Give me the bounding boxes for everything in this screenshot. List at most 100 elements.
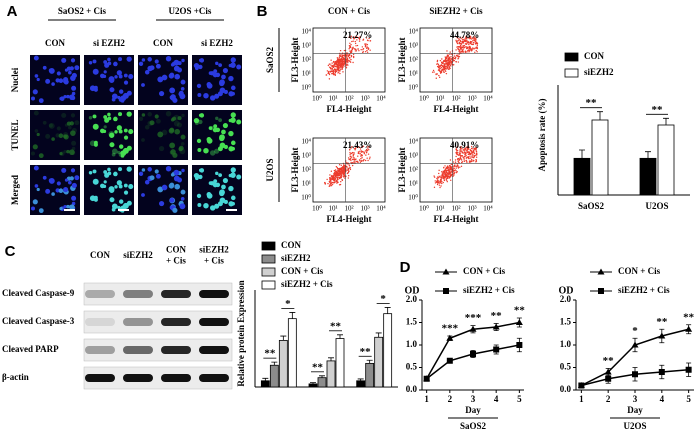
cell (109, 132, 115, 138)
y-axis-label: Apoptosis rate (%) (537, 99, 547, 172)
event-dot (332, 64, 334, 67)
x-tick-label: 1 (424, 394, 429, 404)
y-tick-label: 10⁰ (408, 194, 418, 202)
significance: ** (603, 355, 615, 367)
band (123, 346, 153, 354)
cell (69, 149, 75, 156)
cell (154, 114, 159, 119)
event-dot (366, 49, 368, 52)
event-dot (350, 55, 353, 58)
event-dot (469, 38, 471, 40)
event-dot (343, 172, 346, 174)
y-tick-label: 10⁰ (301, 194, 311, 202)
cell (203, 92, 209, 99)
cell (126, 90, 132, 96)
bar (269, 364, 279, 388)
event-dot (330, 184, 333, 187)
event-dot (352, 61, 354, 64)
event-dot (463, 44, 466, 47)
legend-label: siEZH2 (281, 253, 311, 263)
event-dot (351, 47, 353, 49)
event-dot (446, 167, 448, 170)
event-dot (354, 50, 357, 52)
event-dot (443, 63, 445, 65)
cell (199, 168, 205, 173)
cell (71, 195, 77, 201)
event-dot (444, 177, 446, 179)
cell (113, 116, 118, 122)
cell (58, 133, 64, 139)
event-dot (338, 184, 341, 186)
error-bar (597, 111, 603, 120)
event-dot (469, 46, 471, 49)
event-dot (440, 66, 443, 69)
cell (161, 129, 168, 136)
cell (230, 112, 236, 118)
event-dot (436, 63, 439, 65)
cell (231, 201, 235, 206)
event-dot (452, 175, 454, 177)
event-dot (360, 158, 362, 160)
event-dot (334, 176, 336, 178)
cell (213, 69, 218, 74)
event-dot (353, 159, 356, 161)
event-dot (436, 59, 439, 62)
event-dot (442, 181, 444, 184)
event-dot (471, 155, 473, 158)
row-label: TUNEL (10, 119, 20, 150)
cell (118, 199, 124, 204)
event-dot (460, 48, 463, 50)
legend-swatch (564, 68, 579, 78)
event-dot (454, 161, 457, 163)
percentage: 40.91% (450, 140, 479, 150)
event-dot (443, 166, 445, 169)
band (199, 374, 229, 382)
cell (64, 68, 69, 72)
row-label: U2OS (265, 158, 275, 181)
point (605, 375, 612, 382)
event-dot (349, 157, 352, 160)
x-tick-label: SaOS2 (578, 201, 605, 211)
event-dot (455, 170, 457, 172)
event-dot (454, 169, 456, 171)
event-dot (349, 168, 352, 171)
event-dot (331, 68, 333, 71)
event-dot (470, 47, 472, 50)
event-dot (329, 68, 332, 70)
x-tick-label: 10³ (360, 95, 369, 103)
lane-label: + Cis (166, 256, 186, 266)
event-dot (339, 173, 342, 175)
event-dot (448, 170, 451, 173)
event-dot (327, 72, 329, 75)
cell (36, 77, 40, 82)
event-dot (458, 49, 460, 51)
event-dot (464, 155, 466, 158)
cell (165, 55, 172, 62)
event-dot (456, 164, 459, 166)
y-axis-label: FL3-Height (290, 148, 300, 193)
event-dot (465, 157, 468, 159)
event-dot (475, 47, 477, 49)
event-dot (446, 180, 448, 183)
event-dot (453, 174, 455, 176)
group-label: SaOS2 (460, 421, 487, 431)
event-dot (364, 43, 366, 45)
point (632, 371, 638, 378)
event-dot (472, 47, 474, 49)
event-dot (459, 52, 461, 54)
cell (181, 168, 185, 173)
cell (36, 132, 40, 137)
cell (230, 172, 236, 178)
cell (180, 79, 186, 85)
x-axis-label: FL4-Height (327, 104, 372, 114)
cell (64, 123, 69, 127)
band (161, 346, 191, 354)
cell (196, 83, 202, 89)
event-dot (440, 185, 442, 187)
cell (116, 125, 122, 131)
event-dot (335, 180, 338, 183)
event-dot (361, 51, 364, 54)
cell (141, 83, 145, 87)
event-dot (467, 40, 469, 43)
x-tick-label: 2 (448, 394, 453, 404)
